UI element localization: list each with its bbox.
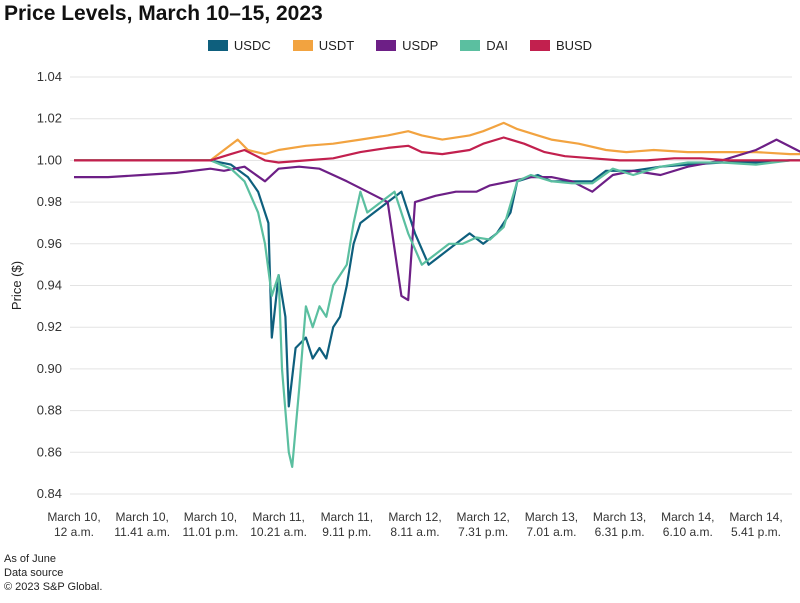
legend-swatch-usdc [207,40,228,51]
x-tick-label: March 13, 6.31 p.m. [593,510,646,539]
x-tick-label: March 11, 10.21 a.m. [250,510,307,539]
legend-item-usdp: USDP [376,38,438,53]
y-tick-label: 0.92 [37,319,62,334]
chart-footer: As of June Data source © 2023 S&P Global… [4,552,102,594]
x-tick-label: March 12, 8.11 a.m. [388,510,441,539]
series-line-busd [74,136,800,164]
y-tick-label: 0.90 [37,361,62,376]
chart-legend: USDC USDT USDP DAI BUSD [0,38,800,53]
x-tick-label: March 10, 11.41 a.m. [114,510,170,539]
legend-swatch-usdp [376,40,397,51]
legend-item-busd: BUSD [529,38,593,53]
y-tick-label: 0.98 [37,194,62,209]
legend-swatch-dai [460,40,481,51]
series-line-usdp [74,138,800,302]
y-tick-label: 1.04 [37,69,62,84]
legend-label-usdt: USDT [318,38,355,53]
y-tick-label: 0.88 [37,403,62,418]
series-line-usdc [74,159,800,408]
legend-item-dai: DAI [460,38,508,53]
y-tick-label: 0.86 [37,444,62,459]
y-tick-label: 1.00 [37,152,62,167]
price-line-chart: 1.04 1.02 1.00 0.98 0.96 0.94 0.92 0.90 0.88 0.86… [9,69,800,539]
y-tick-label: 0.84 [37,486,62,501]
x-tick-label: March 10, 12 a.m. [47,510,100,539]
legend-swatch-busd [529,40,550,51]
y-tick-label: 1.02 [37,111,62,126]
x-tick-label: March 12, 7.31 p.m. [457,510,510,539]
chart-title: Price Levels, March 10–15, 2023 [4,2,323,25]
y-tick-label: 0.96 [37,236,62,251]
series-line-usdt [74,121,800,162]
x-tick-label: March 10, 11.01 p.m. [182,510,238,539]
footer-note: As of June [4,553,56,565]
x-tick-label: March 13, 7.01 a.m. [525,510,578,539]
footer-copyright: © 2023 S&P Global. [4,581,103,593]
x-tick-label: March 14, 5.41 p.m. [729,510,782,539]
legend-swatch-usdt [292,40,313,51]
y-tick-label: 0.94 [37,278,62,293]
x-tick-label: March 11, 9.11 p.m. [321,510,373,539]
legend-label-busd: BUSD [555,38,593,53]
legend-item-usdc: USDC [207,38,271,53]
legend-label-usdc: USDC [233,38,271,53]
series-line-dai [74,159,800,468]
footer-source: Data source [4,567,64,579]
legend-item-usdt: USDT [292,38,355,53]
legend-label-dai: DAI [486,38,508,53]
legend-label-usdp: USDP [402,38,439,53]
y-axis-label: Price ($) [9,261,24,310]
x-tick-label: March 14, 6.10 a.m. [661,510,714,539]
